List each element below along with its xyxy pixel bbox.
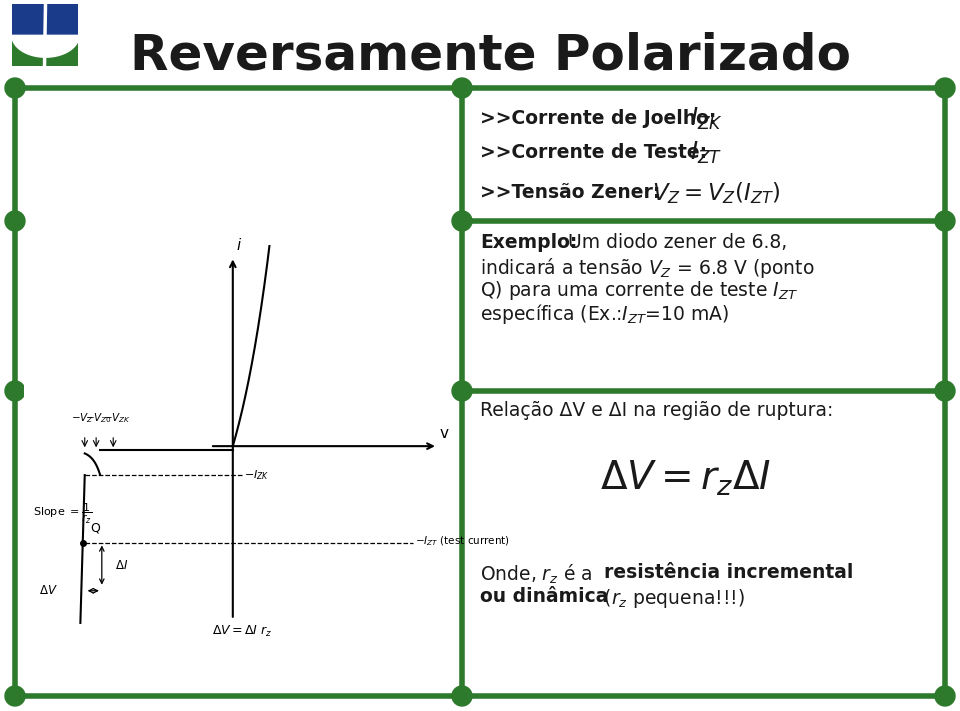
Circle shape — [452, 211, 472, 231]
Text: Q: Q — [90, 522, 100, 535]
Text: v: v — [440, 427, 448, 442]
Text: $-V_Z$: $-V_Z$ — [71, 412, 94, 425]
Text: Relação ΔV e ΔI na região de ruptura:: Relação ΔV e ΔI na região de ruptura: — [480, 401, 833, 420]
Circle shape — [452, 78, 472, 98]
Text: resistência incremental: resistência incremental — [604, 563, 853, 582]
Text: $\Delta V = \Delta I \; r_z$: $\Delta V = \Delta I \; r_z$ — [212, 624, 273, 639]
Circle shape — [452, 381, 472, 401]
Text: $\Delta V$: $\Delta V$ — [39, 584, 58, 597]
Bar — [46, 35, 78, 66]
Text: $-V_{Z0}$: $-V_{Z0}$ — [84, 412, 111, 425]
Circle shape — [935, 381, 955, 401]
Bar — [12, 4, 44, 35]
Text: >>Corrente de Teste:: >>Corrente de Teste: — [480, 144, 727, 163]
Text: $\Delta I$: $\Delta I$ — [115, 559, 129, 572]
Text: Onde, $r_z$ é a: Onde, $r_z$ é a — [480, 563, 594, 587]
Text: indicará a tensão $V_Z$ = 6.8 V (ponto: indicará a tensão $V_Z$ = 6.8 V (ponto — [480, 256, 814, 280]
Text: $\Delta V = r_z \Delta I$: $\Delta V = r_z \Delta I$ — [600, 459, 771, 498]
Circle shape — [935, 686, 955, 706]
Text: i: i — [236, 238, 241, 253]
Circle shape — [935, 211, 955, 231]
Text: Um diodo zener de 6.8,: Um diodo zener de 6.8, — [562, 233, 787, 252]
Circle shape — [5, 211, 25, 231]
Text: Q) para uma corrente de teste $I_{ZT}$: Q) para uma corrente de teste $I_{ZT}$ — [480, 279, 798, 302]
Text: $-V_{ZK}$: $-V_{ZK}$ — [103, 412, 131, 425]
Circle shape — [452, 686, 472, 706]
Text: $I_{ZT}$: $I_{ZT}$ — [690, 140, 722, 166]
Bar — [46, 4, 78, 35]
Text: ($r_z$ pequena!!!): ($r_z$ pequena!!!) — [598, 587, 745, 610]
Text: específica (Ex.:$I_{ZT}$=10 mA): específica (Ex.:$I_{ZT}$=10 mA) — [480, 302, 729, 326]
Text: $V_Z = V_Z(I_{ZT})$: $V_Z = V_Z(I_{ZT})$ — [652, 180, 780, 206]
Circle shape — [5, 686, 25, 706]
Text: $-I_{ZK}$: $-I_{ZK}$ — [244, 468, 270, 482]
Bar — [12, 35, 44, 66]
Circle shape — [935, 78, 955, 98]
Circle shape — [5, 78, 25, 98]
Text: $I_{ZK}$: $I_{ZK}$ — [690, 106, 723, 132]
Text: >>Tensão Zener:: >>Tensão Zener: — [480, 183, 667, 203]
Text: $-I_{ZT}$ (test current): $-I_{ZT}$ (test current) — [415, 534, 510, 547]
Circle shape — [5, 381, 25, 401]
Text: Reversamente Polarizado: Reversamente Polarizado — [130, 32, 851, 80]
Text: Exemplo:: Exemplo: — [480, 233, 577, 252]
Text: Slope $= \dfrac{1}{r_z}$: Slope $= \dfrac{1}{r_z}$ — [34, 501, 92, 525]
Text: >>Corrente de Joelho:: >>Corrente de Joelho: — [480, 109, 723, 129]
Text: ou dinâmica: ou dinâmica — [480, 587, 609, 606]
